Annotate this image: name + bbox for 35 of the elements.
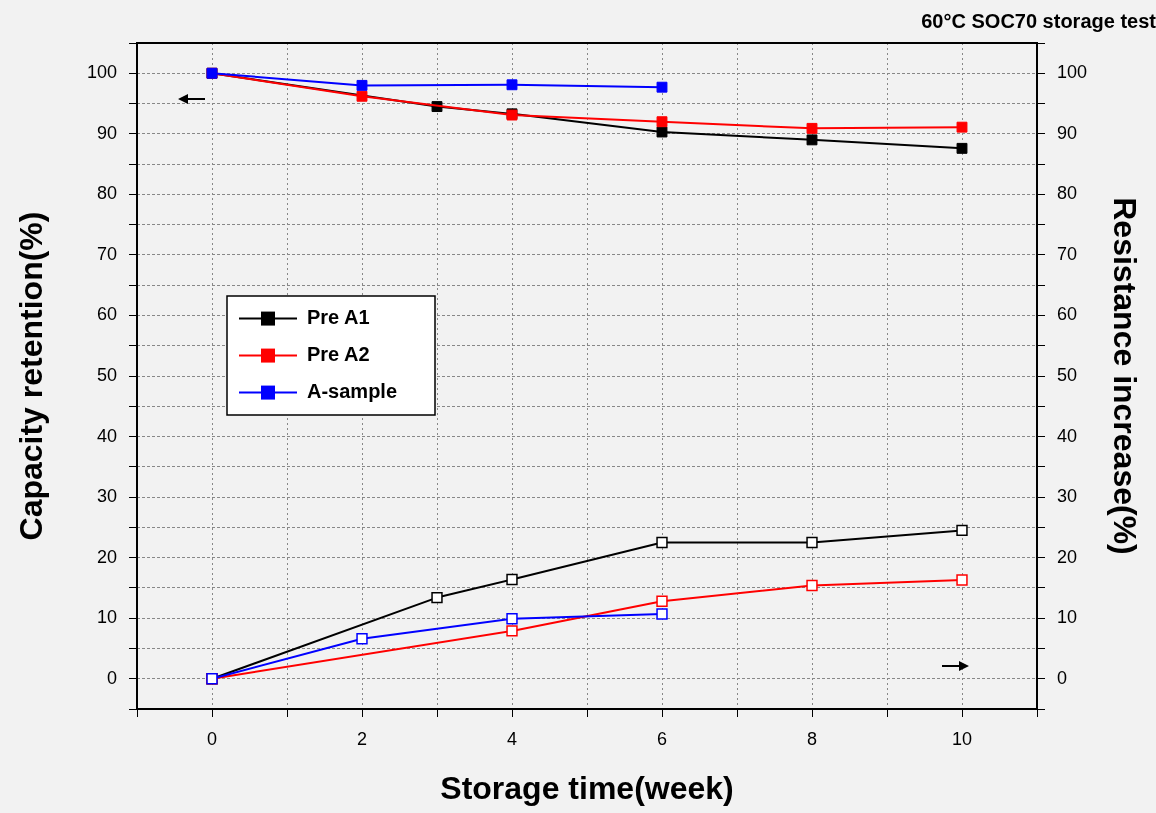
y-tick-label: 40: [96, 425, 117, 446]
x-tick-label: 4: [506, 728, 518, 749]
y2-tick-label: 60: [1057, 304, 1078, 325]
y2-tick-label: 70: [1057, 243, 1078, 264]
y2-tick-label: 90: [1057, 122, 1078, 143]
y-tick-label: 90: [96, 122, 117, 143]
legend-label: Pre A1: [307, 306, 370, 329]
x-tick-label: 8: [806, 728, 818, 749]
y-tick-label: 10: [96, 607, 117, 628]
y-tick-label: 100: [86, 62, 117, 83]
y-tick-label: 20: [96, 546, 117, 567]
chart-title: 60°C SOC70 storage test: [921, 9, 1156, 32]
legend-label: Pre A2: [307, 343, 370, 366]
y-tick-label: 60: [96, 304, 117, 325]
x-tick-label: 10: [951, 728, 973, 749]
y-tick-label: 30: [96, 486, 117, 507]
y2-tick-label: 30: [1057, 486, 1078, 507]
x-tick-label: 6: [656, 728, 668, 749]
x-tick-label: 2: [356, 728, 368, 749]
y-tick-label: 70: [96, 243, 117, 264]
y-axis-title: Capacity retention(%): [13, 211, 50, 541]
x-tick-label: 0: [206, 728, 218, 749]
y2-tick-label: 50: [1057, 364, 1078, 385]
x-axis-title: Storage time(week): [440, 769, 734, 806]
y2-tick-label: 10: [1057, 607, 1078, 628]
y2-tick-label: 0: [1057, 667, 1068, 688]
y-tick-label: 80: [96, 183, 117, 204]
y2-tick-label: 40: [1057, 425, 1078, 446]
y2-tick-label: 20: [1057, 546, 1078, 567]
y2-tick-label: 80: [1057, 183, 1078, 204]
y2-tick-label: 100: [1057, 62, 1088, 83]
legend-label: A-sample: [307, 380, 398, 403]
y2-axis-title: Resistance increase(%): [1106, 197, 1143, 555]
y-tick-label: 50: [96, 364, 117, 385]
y-tick-label: 0: [106, 667, 117, 688]
